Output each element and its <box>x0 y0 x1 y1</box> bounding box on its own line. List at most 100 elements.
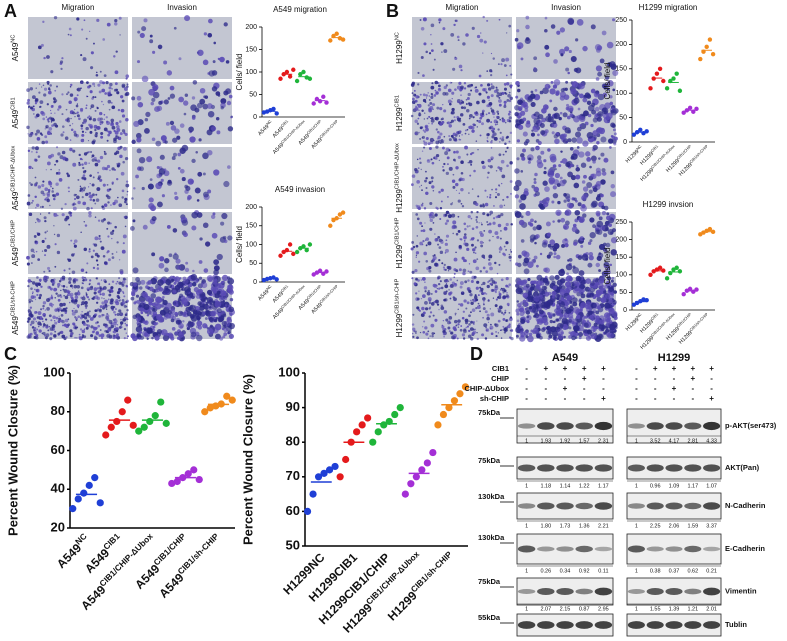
cell <box>509 65 512 67</box>
cell <box>606 332 611 337</box>
cell <box>570 56 577 63</box>
cell <box>525 24 530 30</box>
dot <box>287 74 293 79</box>
row-label: H1299CIB1 <box>395 95 404 131</box>
quant-value: 2.81 <box>687 438 698 444</box>
cell <box>561 244 565 248</box>
cell <box>601 210 607 216</box>
cell <box>99 329 102 331</box>
panel-label: B <box>386 1 399 21</box>
cell <box>28 212 33 217</box>
micrograph <box>411 275 514 341</box>
cell <box>490 85 495 90</box>
cell <box>422 240 425 243</box>
micrograph-bg <box>28 17 128 79</box>
cell <box>444 252 447 254</box>
cell <box>62 303 64 305</box>
cell <box>227 276 231 280</box>
cell <box>580 279 586 286</box>
cell <box>101 297 103 299</box>
cell <box>107 327 112 332</box>
cell <box>610 237 618 244</box>
cell <box>434 290 438 293</box>
cell <box>486 213 490 217</box>
cell <box>564 193 571 199</box>
cell <box>460 113 464 117</box>
cell <box>125 284 128 288</box>
cell <box>547 116 554 123</box>
dot <box>307 242 313 247</box>
cell <box>469 270 473 274</box>
blot-band <box>556 621 574 629</box>
cell <box>610 249 617 256</box>
cell <box>151 216 157 222</box>
cell <box>51 294 53 296</box>
cell <box>121 298 125 302</box>
cell <box>140 311 144 315</box>
cell <box>115 298 119 303</box>
cell <box>83 328 86 331</box>
cell <box>551 131 555 135</box>
cell <box>176 135 181 140</box>
cell <box>418 113 422 117</box>
cell <box>417 71 420 75</box>
cell <box>474 328 477 331</box>
cell <box>519 326 523 330</box>
cell <box>460 160 464 164</box>
cell <box>494 284 498 289</box>
cell <box>556 30 561 35</box>
treatment-sign: - <box>525 394 528 403</box>
cell <box>432 283 437 288</box>
cell <box>591 318 594 321</box>
cell <box>498 96 501 99</box>
cell <box>75 299 78 302</box>
cell <box>99 293 102 296</box>
cell <box>601 107 609 115</box>
cell <box>499 289 502 291</box>
cell <box>482 212 486 216</box>
cell <box>595 167 601 173</box>
cell <box>165 121 170 126</box>
cell <box>440 304 444 308</box>
cell <box>191 282 197 287</box>
y-tick-label: 150 <box>245 46 257 53</box>
cell <box>504 309 507 312</box>
cell <box>108 108 111 111</box>
cell <box>464 227 467 231</box>
y-axis-label: Cells/ field <box>603 248 612 285</box>
cell <box>89 198 93 201</box>
cell <box>70 117 72 120</box>
cell <box>469 225 471 227</box>
cell <box>417 103 422 108</box>
cell <box>69 292 74 297</box>
cell <box>105 81 109 85</box>
cell <box>167 310 173 315</box>
blot-band <box>556 422 574 430</box>
cell <box>92 82 96 86</box>
cell <box>26 125 30 130</box>
cell <box>81 282 83 284</box>
row-label-base: H1299 <box>395 244 404 268</box>
cell <box>505 319 508 322</box>
blot-band <box>646 502 664 510</box>
cell <box>88 162 90 164</box>
cell <box>195 150 198 154</box>
cell <box>84 301 88 305</box>
cell <box>539 123 545 128</box>
cell <box>537 140 542 145</box>
cell <box>561 314 567 320</box>
cell <box>150 277 157 285</box>
blot-band <box>665 546 683 552</box>
cell <box>596 212 601 217</box>
cell <box>108 319 113 324</box>
cell <box>595 315 600 320</box>
cell <box>567 171 573 178</box>
cell <box>425 97 428 99</box>
cell <box>598 157 601 160</box>
cell <box>170 125 177 131</box>
cell <box>60 319 63 323</box>
cell <box>430 95 434 99</box>
cell <box>440 200 443 203</box>
cell <box>201 281 208 289</box>
cell <box>52 97 56 101</box>
